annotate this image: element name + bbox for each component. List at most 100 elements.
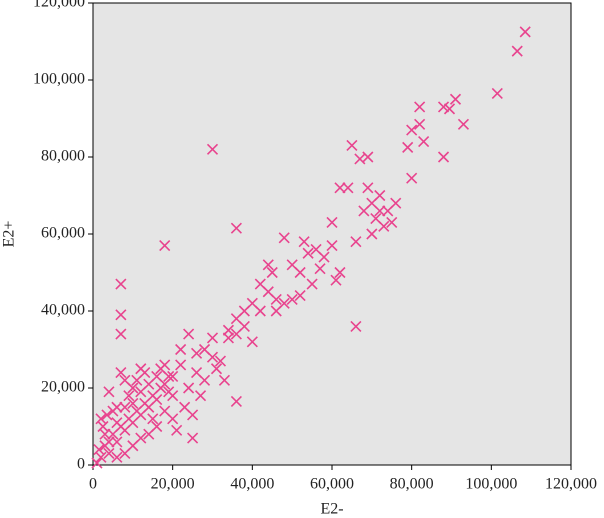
- point: [334, 182, 346, 194]
- point: [175, 343, 187, 356]
- point: [111, 451, 123, 463]
- point: [187, 432, 199, 444]
- point: [414, 118, 426, 130]
- point: [254, 278, 266, 290]
- point: [286, 293, 298, 306]
- point: [151, 420, 163, 433]
- y-tick-label: 120,000: [33, 0, 85, 11]
- point: [175, 359, 187, 371]
- point: [171, 424, 183, 436]
- point: [374, 205, 386, 217]
- y-tick-label: 20,000: [41, 379, 85, 396]
- point: [346, 139, 358, 152]
- point: [103, 447, 115, 460]
- point: [151, 370, 163, 383]
- point: [167, 390, 179, 402]
- point: [103, 436, 115, 448]
- x-tick-label: 20,000: [151, 476, 195, 493]
- point: [163, 370, 175, 383]
- point: [103, 386, 115, 398]
- point: [206, 332, 219, 344]
- point: [449, 93, 462, 105]
- x-tick-label: 120,000: [545, 476, 597, 493]
- point: [378, 220, 390, 232]
- point: [222, 332, 234, 344]
- point: [266, 266, 278, 279]
- point: [194, 390, 207, 402]
- point: [107, 405, 119, 417]
- point: [191, 347, 203, 359]
- point: [187, 409, 199, 421]
- point: [95, 413, 107, 425]
- point: [414, 101, 426, 113]
- point: [183, 382, 195, 394]
- point: [402, 141, 414, 153]
- point: [127, 382, 139, 394]
- point: [230, 395, 242, 408]
- point: [314, 263, 326, 275]
- point: [159, 239, 171, 252]
- x-axis-label: E2-: [320, 501, 343, 518]
- point: [99, 428, 111, 440]
- point: [191, 367, 203, 379]
- point: [147, 413, 159, 425]
- point: [326, 239, 338, 252]
- y-axis-label: E2+: [1, 221, 18, 248]
- point: [119, 401, 131, 413]
- point: [491, 87, 503, 100]
- point: [115, 309, 127, 321]
- point: [366, 228, 378, 240]
- y-tick-label: 100,000: [33, 71, 85, 88]
- point: [390, 197, 402, 209]
- point: [230, 328, 242, 340]
- point: [91, 457, 103, 469]
- point: [362, 182, 374, 194]
- point: [115, 367, 127, 379]
- y-tick-label: 60,000: [41, 225, 85, 242]
- point: [457, 118, 470, 130]
- point: [238, 305, 250, 317]
- point: [111, 417, 123, 429]
- point: [318, 251, 330, 263]
- point: [386, 216, 398, 229]
- point: [101, 409, 113, 421]
- point: [358, 205, 370, 217]
- y-tick-label: 0: [77, 456, 85, 473]
- point: [127, 397, 139, 409]
- point: [374, 189, 386, 202]
- x-tick-label: 40,000: [230, 476, 274, 493]
- point: [326, 216, 338, 229]
- point: [206, 143, 219, 155]
- point: [119, 447, 131, 460]
- point: [115, 278, 127, 290]
- point: [418, 136, 430, 148]
- point: [362, 151, 374, 163]
- point: [183, 328, 195, 340]
- point: [111, 436, 123, 448]
- point: [278, 232, 290, 244]
- y-tick-label: 40,000: [41, 302, 85, 319]
- point: [198, 343, 211, 356]
- point: [350, 236, 362, 248]
- point: [406, 172, 418, 184]
- point: [230, 222, 242, 234]
- point: [511, 45, 523, 57]
- point: [151, 393, 163, 406]
- point: [306, 278, 318, 290]
- x-tick-label: 60,000: [310, 476, 354, 493]
- point: [406, 124, 418, 136]
- point: [294, 266, 306, 279]
- point: [437, 151, 450, 163]
- point: [342, 182, 354, 194]
- point: [350, 320, 362, 332]
- point: [443, 103, 456, 115]
- x-tick-label: 100,000: [465, 476, 517, 493]
- point: [298, 236, 310, 248]
- point: [437, 101, 450, 113]
- point: [139, 367, 151, 379]
- point: [330, 274, 342, 286]
- point: [302, 247, 314, 259]
- x-tick-label: 0: [89, 476, 97, 493]
- point: [135, 432, 147, 444]
